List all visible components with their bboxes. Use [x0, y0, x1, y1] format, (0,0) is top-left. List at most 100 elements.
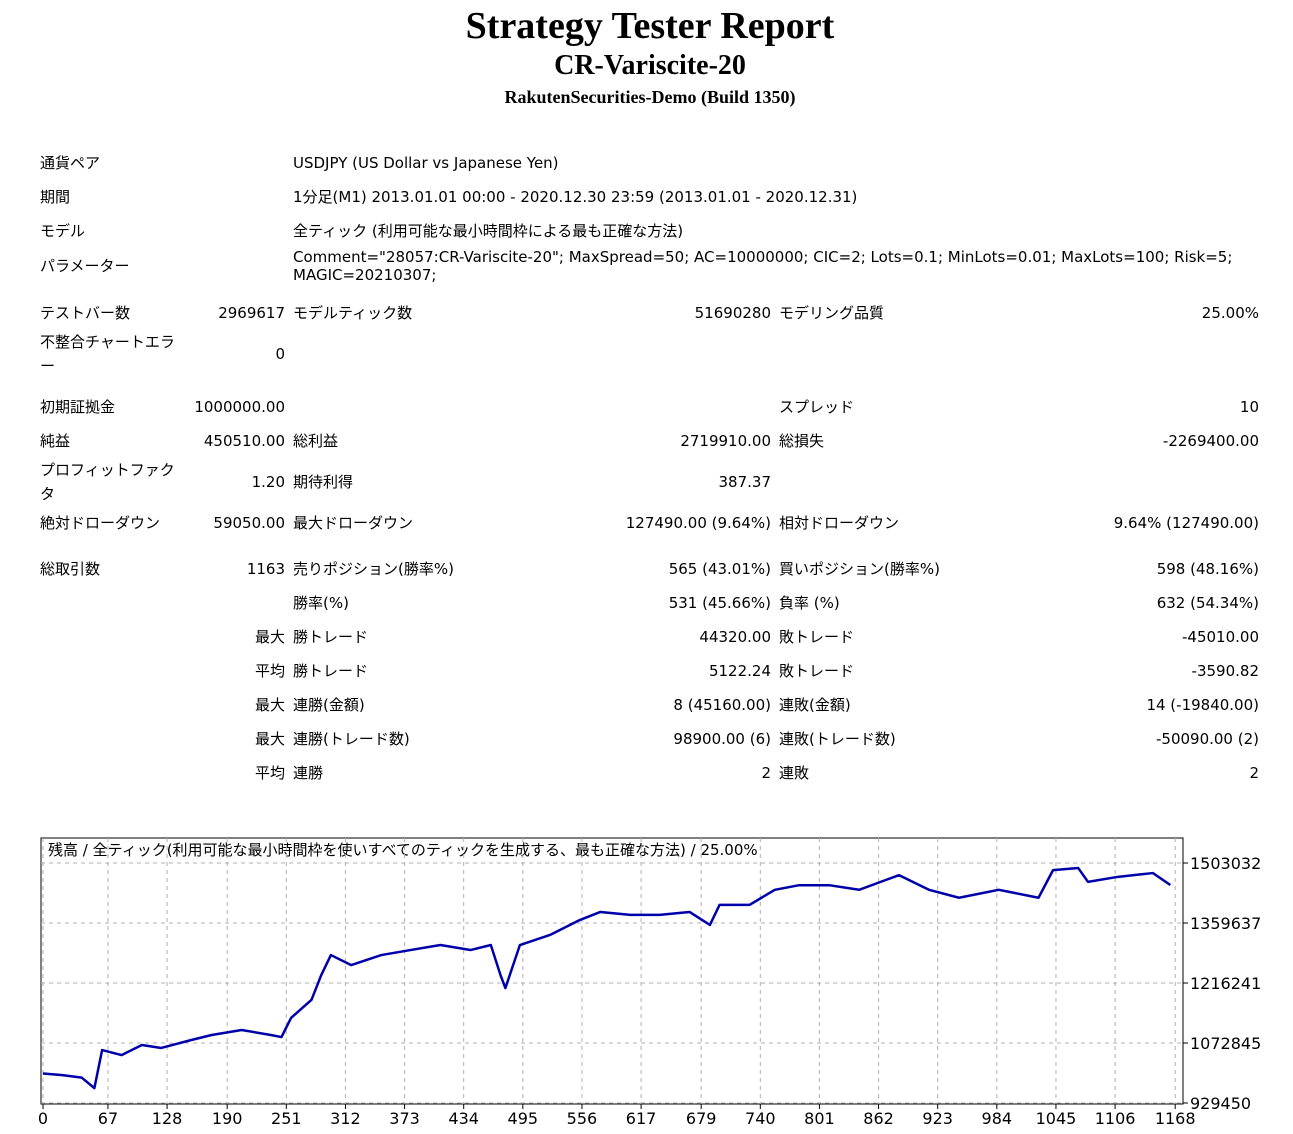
field-label: 連敗 [779, 764, 810, 782]
field-label [775, 458, 1015, 506]
x-tick-label: 1045 [1036, 1109, 1077, 1128]
field-value: 51690280 [694, 304, 771, 322]
section-gap [36, 378, 1263, 390]
field-value [190, 586, 289, 620]
spacer [36, 378, 1263, 390]
field-label [289, 330, 589, 378]
field-label: 最大ドローダウン [293, 514, 414, 532]
field-label: 総利益 [293, 432, 339, 450]
field-label: モデル [40, 222, 86, 240]
field-value: 565 (43.01%) [668, 560, 771, 578]
field-value: 1000000.00 [194, 398, 285, 416]
report-row: 純益 450510.00 総利益 2719910.00 総損失 -2269400.00 [36, 424, 1263, 458]
field-label: 絶対ドローダウン [40, 514, 161, 532]
field-value: 全ティック (利用可能な最小時間枠による最も正確な方法) [293, 222, 684, 240]
x-tick-label: 312 [330, 1109, 361, 1128]
field-value [589, 330, 775, 378]
report-row: 最大 勝トレード 44320.00 敗トレード -45010.00 [36, 620, 1263, 654]
field-label: 負率 (%) [779, 594, 840, 612]
field-value: 1163 [246, 560, 285, 578]
spacer [36, 540, 1263, 552]
report-row: プロフィットファクタ 1.20 期待利得 387.37 [36, 458, 1263, 506]
x-tick-label: 1106 [1095, 1109, 1136, 1128]
y-tick-label: 1216241 [1190, 974, 1261, 993]
field-value [1015, 458, 1263, 506]
report-subtitle: CR-Variscite-20 [554, 50, 746, 81]
field-value: 387.37 [718, 473, 772, 491]
field-value [589, 390, 775, 424]
field-value: USDJPY (US Dollar vs Japanese Yen) [293, 154, 559, 172]
report-row: 最大 連勝(トレード数) 98900.00 (6) 連敗(トレード数) -50090.0… [36, 722, 1263, 756]
report-row: 絶対ドローダウン 59050.00 最大ドローダウン 127490.00 (9.64%… [36, 506, 1263, 540]
chart-title: 残高 / 全ティック(利用可能な最小時間枠を使いすべてのティックを生成する、最も… [48, 841, 758, 859]
field-label [36, 654, 190, 688]
field-value: 450510.00 [203, 432, 285, 450]
report-row: 勝率(%) 531 (45.66%) 負率 (%) 632 (54.34%) [36, 586, 1263, 620]
field-label: 買いポジション(勝率%) [779, 560, 940, 578]
field-label [36, 620, 190, 654]
report-row: 平均 連勝 2 連敗 2 [36, 756, 1263, 790]
report-row: テストバー数 2969617 モデルティック数 51690280 モデリング品質 25.0… [36, 296, 1263, 330]
field-value: 10 [1239, 398, 1259, 416]
spacer [36, 284, 1263, 296]
field-label: 連敗(金額) [779, 696, 851, 714]
x-tick-label: 190 [212, 1109, 243, 1128]
section-gap [36, 540, 1263, 552]
field-label: 売りポジション(勝率%) [293, 560, 454, 578]
field-value: 25.00% [1201, 304, 1259, 322]
field-value: -3590.82 [1191, 662, 1259, 680]
field-label: 敗トレード [779, 662, 855, 680]
field-label: テストバー数 [40, 304, 131, 322]
field-label: 連敗(トレード数) [779, 730, 896, 748]
field-label: スプレッド [779, 398, 855, 416]
x-tick-label: 128 [152, 1109, 183, 1128]
x-tick-label: 556 [567, 1109, 598, 1128]
field-label: 純益 [40, 432, 71, 450]
x-tick-label: 679 [686, 1109, 717, 1128]
field-value: 1.20 [251, 473, 285, 491]
field-label: 勝率(%) [293, 594, 349, 612]
field-label: 相対ドローダウン [779, 514, 900, 532]
field-value: -50090.00 (2) [1155, 730, 1259, 748]
field-value [1015, 330, 1263, 378]
report-row: 平均 勝トレード 5122.24 敗トレード -3590.82 [36, 654, 1263, 688]
field-label: 勝トレード [293, 628, 369, 646]
report-row: パラメーター Comment="28057:CR-Variscite-20"; M… [36, 248, 1263, 284]
balance-line [42, 866, 1172, 1090]
field-label: 不整合チャートエラー [40, 333, 175, 375]
y-tick-label: 1072845 [1190, 1034, 1261, 1053]
field-value: 2719910.00 [680, 432, 771, 450]
x-tick-label: 373 [389, 1109, 420, 1128]
field-value: 2969617 [218, 304, 285, 322]
x-tick-label: 495 [508, 1109, 539, 1128]
field-label: 期待利得 [293, 473, 354, 491]
field-label [36, 756, 190, 790]
report-row: 不整合チャートエラー 0 [36, 330, 1263, 378]
plot-frame [40, 837, 1184, 1105]
report-row: 初期証拠金 1000000.00 スプレッド 10 [36, 390, 1263, 424]
field-value: 9.64% (127490.00) [1113, 514, 1259, 532]
report-table: 通貨ペア USDJPY (US Dollar vs Japanese Yen) 期間… [36, 146, 1263, 790]
x-tick-label: 0 [38, 1109, 48, 1128]
x-tick-label: 617 [626, 1109, 657, 1128]
field-label: 総取引数 [40, 560, 101, 578]
x-tick-label: 1168 [1155, 1109, 1196, 1128]
x-tick-label: 923 [922, 1109, 953, 1128]
field-label: 連勝 [293, 764, 324, 782]
field-value: 平均 [254, 662, 285, 680]
field-value: 1分足(M1) 2013.01.01 00:00 - 2020.12.30 23… [293, 188, 858, 206]
field-value: -2269400.00 [1162, 432, 1259, 450]
field-label: 総損失 [779, 432, 825, 450]
x-tick-label: 984 [982, 1109, 1013, 1128]
field-value: 531 (45.66%) [668, 594, 771, 612]
field-value: 2 [1249, 764, 1259, 782]
field-value: 127490.00 (9.64%) [625, 514, 771, 532]
field-value: 98900.00 (6) [673, 730, 771, 748]
field-label: 期間 [40, 188, 71, 206]
field-label [289, 390, 589, 424]
x-tick-label: 67 [98, 1109, 118, 1128]
field-value: 632 (54.34%) [1156, 594, 1259, 612]
section-gap [36, 284, 1263, 296]
field-label: 連勝(トレード数) [293, 730, 410, 748]
field-label [36, 688, 190, 722]
